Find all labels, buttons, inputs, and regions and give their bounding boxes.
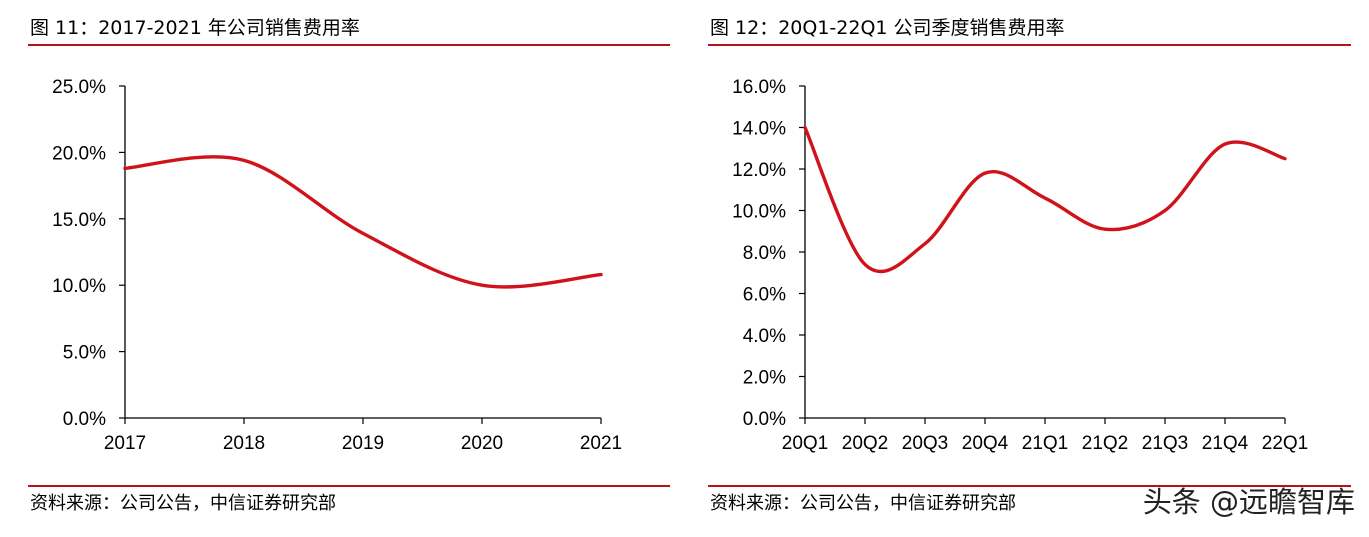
line-chart-quarterly: 0.0% 2.0% 4.0% 6.0% 8.0% 10.0% 12.0% 14.0% 16.0%… <box>732 77 1308 454</box>
x-tick-label: 20Q3 <box>902 433 948 454</box>
series-line <box>123 155 603 289</box>
y-tick-label: 0.0% <box>63 409 106 430</box>
watermark: 头条 @远瞻智库 <box>1142 485 1355 519</box>
source-divider <box>28 485 670 487</box>
x-tick-label: 21Q1 <box>1022 433 1068 454</box>
y-tick-label: 20.0% <box>52 143 106 164</box>
title-divider <box>28 44 670 46</box>
y-tick-label: 10.0% <box>52 276 106 297</box>
x-tick-label: 20Q1 <box>782 433 828 454</box>
y-tick-label: 8.0% <box>743 243 786 264</box>
title-divider <box>708 44 1351 46</box>
x-tick-label: 2020 <box>461 433 503 454</box>
y-tick-label: 25.0% <box>52 77 106 98</box>
x-tick-label: 20Q4 <box>962 433 1009 454</box>
x-tick-label: 2019 <box>342 433 384 454</box>
source-note: 资料来源：公司公告，中信证券研究部 <box>710 493 1016 514</box>
y-tick-label: 10.0% <box>732 202 786 223</box>
y-tick-label: 5.0% <box>63 343 106 364</box>
series-line <box>803 125 1287 274</box>
x-tick-label: 21Q4 <box>1202 433 1249 454</box>
x-tick-label: 21Q3 <box>1142 433 1188 454</box>
figure-11-panel: 图 11：2017-2021 年公司销售费用率 0.0% 5.0% 10.0% 15.… <box>0 0 680 537</box>
source-note: 资料来源：公司公告，中信证券研究部 <box>30 493 336 514</box>
x-tick-label: 22Q1 <box>1262 433 1308 454</box>
x-tick-label: 2018 <box>223 433 265 454</box>
y-tick-label: 12.0% <box>732 160 786 181</box>
y-tick-label: 16.0% <box>732 77 786 98</box>
y-tick-label: 4.0% <box>743 326 786 347</box>
figure-12-panel: 图 12：20Q1-22Q1 公司季度销售费用率 0.0% 2.0% 4.0% 6.0… <box>700 0 1369 537</box>
x-tick-label: 2021 <box>580 433 622 454</box>
source-divider <box>708 485 1351 487</box>
figure-title: 图 11：2017-2021 年公司销售费用率 <box>30 17 360 39</box>
x-tick-label: 21Q2 <box>1082 433 1128 454</box>
y-tick-label: 0.0% <box>743 409 786 430</box>
line-chart-annual: 0.0% 5.0% 10.0% 15.0% 20.0% 25.0% 2017 2018 2019… <box>52 77 622 454</box>
x-tick-label: 2017 <box>104 433 146 454</box>
y-tick-label: 15.0% <box>52 210 106 231</box>
x-tick-label: 20Q2 <box>842 433 888 454</box>
figure-title: 图 12：20Q1-22Q1 公司季度销售费用率 <box>710 17 1065 39</box>
y-tick-label: 6.0% <box>743 285 786 306</box>
y-tick-label: 14.0% <box>732 119 786 140</box>
y-tick-label: 2.0% <box>743 368 786 389</box>
